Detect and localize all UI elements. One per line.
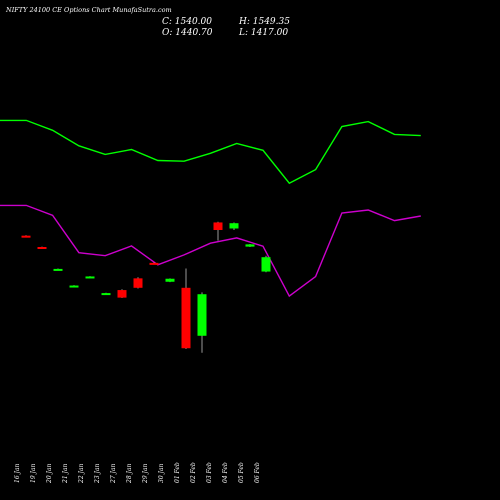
candle-body xyxy=(53,268,63,271)
x-tick-label: 28 Jan xyxy=(126,463,133,484)
lower-line-series xyxy=(0,204,421,298)
x-tick-label: 01 Feb xyxy=(174,462,181,483)
x-tick-label: 27 Jan xyxy=(110,463,117,484)
candle-body xyxy=(69,285,79,288)
x-tick-label: 04 Feb xyxy=(222,462,229,483)
x-tick-label: 21 Jan xyxy=(62,463,69,484)
x-tick-label: 22 Jan xyxy=(78,463,85,484)
x-tick-label: 02 Feb xyxy=(190,462,197,483)
candle-body xyxy=(213,222,223,230)
ohlc-close: C: 1540.00 xyxy=(162,17,212,27)
ohlc-low: L: 1417.00 xyxy=(239,28,289,38)
x-tick-label: 29 Jan xyxy=(142,463,149,484)
chart-title: NIFTY 24100 CE Options Chart MunafaSutra… xyxy=(6,6,172,14)
x-tick-label: 05 Feb xyxy=(238,462,245,483)
candle-body xyxy=(85,276,95,279)
candle-body xyxy=(133,278,143,288)
candle-body xyxy=(37,247,47,249)
x-tick-label: 23 Jan xyxy=(94,463,101,484)
upper-line-series xyxy=(0,119,421,185)
candle-body xyxy=(117,290,127,298)
candle-body xyxy=(197,294,207,336)
x-tick-label: 16 Jan xyxy=(14,463,21,483)
x-tick-label: 03 Feb xyxy=(206,462,213,483)
candle-body xyxy=(21,235,31,238)
ohlc-open: O: 1440.70 xyxy=(162,28,213,38)
candle-body xyxy=(165,278,175,282)
candle-body xyxy=(229,223,239,229)
candle-body xyxy=(261,257,271,272)
ohlc-high: H: 1549.35 xyxy=(239,17,290,27)
candle-body xyxy=(245,244,255,247)
x-tick-label: 20 Jan xyxy=(46,463,53,484)
candle-body xyxy=(149,262,159,265)
candle-body xyxy=(101,293,111,296)
x-tick-label: 19 Jan xyxy=(30,463,37,483)
x-tick-label: 30 Jan xyxy=(158,463,165,483)
x-tick-label: 06 Feb xyxy=(254,462,261,483)
candle-body xyxy=(181,287,191,349)
